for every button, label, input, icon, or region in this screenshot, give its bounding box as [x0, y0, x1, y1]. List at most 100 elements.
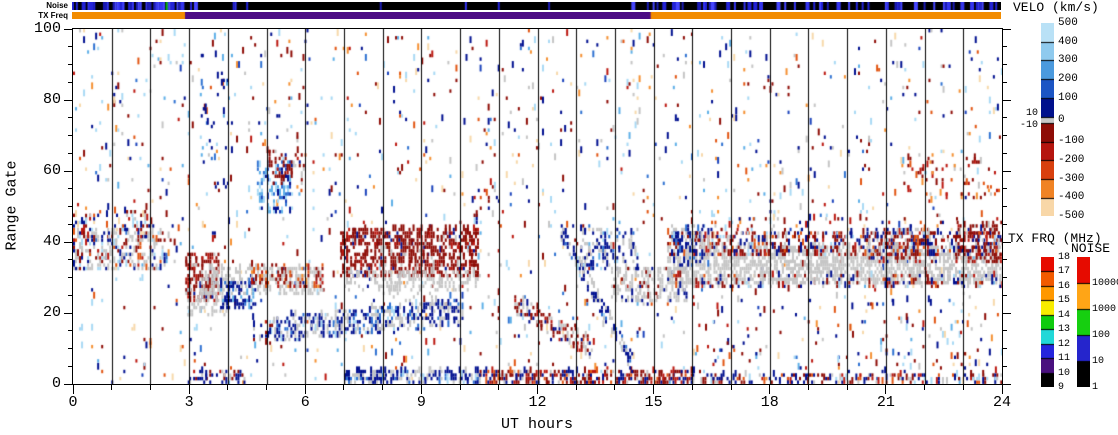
y-axis-tick — [68, 259, 72, 261]
x-tick-label: 0 — [68, 394, 78, 411]
x-axis-tick — [962, 385, 964, 390]
x-tick-label: 21 — [876, 394, 895, 411]
txfrq-colorbar-label: 16 — [1058, 280, 1071, 292]
txfreq-summary-strip — [72, 12, 1001, 19]
x-tick-label: 24 — [992, 394, 1011, 411]
y-axis-tick-right — [1003, 170, 1011, 172]
y-tick-label: 60 — [42, 162, 61, 179]
y-tick-label: 80 — [42, 91, 61, 108]
y-axis-tick-right — [1003, 188, 1007, 190]
y-axis-tick-right — [1003, 383, 1011, 385]
plot-frame — [72, 28, 1003, 385]
noise-colorbar-label: 10000 — [1092, 278, 1118, 289]
velo-colorbar — [1041, 23, 1054, 216]
velo-zero-upper-label: 10 — [1025, 108, 1038, 119]
y-axis-tick-right — [1003, 206, 1007, 207]
x-axis-tick — [343, 385, 345, 390]
txfrq-colorbar-label: 10 — [1058, 367, 1071, 379]
x-axis-tick — [188, 385, 190, 394]
x-axis-tick — [846, 385, 848, 390]
noise-colorbar-label: 1000 — [1092, 304, 1117, 315]
y-axis-tick-right — [1003, 117, 1007, 119]
txfrq-colorbar-label: 13 — [1058, 324, 1071, 336]
txfreq-strip-label: TX Freq — [38, 11, 68, 20]
y-axis-tick — [64, 99, 72, 101]
x-axis-tick — [730, 385, 732, 390]
x-tick-label: 6 — [300, 394, 310, 411]
y-axis-tick-right — [1003, 259, 1007, 261]
velo-colorbar-label: -200 — [1058, 153, 1085, 166]
y-axis-tick-right — [1003, 46, 1007, 48]
x-axis-tick — [1001, 385, 1003, 394]
x-axis-tick — [420, 385, 422, 394]
velo-colorbar-label: 500 — [1058, 17, 1078, 29]
txfrq-colorbar-label: 15 — [1058, 295, 1071, 307]
y-axis-tick-right — [1003, 312, 1011, 314]
x-axis-tick — [924, 385, 926, 390]
noise-colorbar-label: 100 — [1092, 330, 1111, 341]
x-axis-tick — [111, 385, 113, 390]
txfrq-colorbar-title: TX FRQ (MHz) — [1008, 231, 1102, 246]
x-tick-label: 3 — [184, 394, 194, 411]
txfrq-colorbar-label: 17 — [1058, 266, 1071, 278]
y-axis-tick — [68, 365, 72, 367]
y-axis-tick — [68, 294, 72, 296]
x-axis-tick — [382, 385, 384, 390]
noise-colorbar-label: 10 — [1092, 356, 1105, 367]
x-axis-title: UT hours — [500, 416, 573, 433]
x-axis-tick — [537, 385, 538, 394]
x-axis-tick — [266, 385, 268, 390]
txfrq-colorbar-label: 11 — [1058, 353, 1071, 365]
y-axis-tick — [68, 188, 72, 190]
velo-zero-lower-label: -10 — [1019, 120, 1038, 131]
y-axis-tick — [64, 312, 72, 314]
y-axis-tick — [64, 383, 72, 385]
x-axis-tick — [614, 385, 616, 390]
noise-colorbar — [1077, 257, 1090, 387]
txfrq-colorbar — [1041, 257, 1054, 387]
velo-colorbar-label: 400 — [1058, 35, 1078, 48]
velocity-heatmap-canvas — [73, 29, 1002, 384]
y-axis-tick — [68, 135, 72, 136]
x-axis-tick — [227, 385, 229, 390]
y-axis-tick-right — [1003, 365, 1007, 367]
y-axis-tick-right — [1003, 330, 1007, 332]
y-axis-tick — [68, 46, 72, 48]
txfrq-colorbar-label: 18 — [1058, 252, 1071, 263]
y-axis-tick — [68, 223, 72, 225]
y-axis-tick-right — [1003, 294, 1007, 296]
y-axis-tick — [68, 152, 72, 154]
y-axis-title: Range Gate — [3, 160, 21, 251]
x-axis-tick — [691, 385, 693, 390]
y-tick-label: 0 — [51, 375, 61, 392]
y-axis-tick-right — [1003, 81, 1007, 83]
x-axis-tick — [72, 385, 74, 394]
x-axis-tick — [885, 385, 887, 394]
velo-colorbar-label: 200 — [1058, 73, 1078, 86]
y-axis-tick — [68, 277, 72, 278]
noise-colorbar-title: NOISE — [1071, 241, 1111, 256]
y-axis-tick-right — [1003, 277, 1007, 278]
velo-colorbar-title: VELO (km/s) — [1013, 0, 1099, 15]
noise-colorbar-label: 1 — [1092, 382, 1099, 393]
y-axis-tick — [68, 81, 72, 83]
velo-colorbar-label: -100 — [1058, 135, 1085, 148]
txfrq-colorbar-label: 9 — [1058, 382, 1065, 393]
y-axis-tick — [68, 330, 72, 332]
x-axis-tick — [653, 385, 655, 394]
noise-summary-strip — [72, 2, 1001, 10]
y-tick-label: 40 — [42, 233, 61, 250]
x-tick-label: 15 — [644, 394, 663, 411]
y-tick-label: 100 — [33, 20, 61, 37]
y-axis-tick-right — [1003, 64, 1007, 65]
y-axis-tick — [68, 348, 72, 349]
y-axis-tick — [64, 28, 72, 30]
x-axis-tick — [498, 385, 500, 390]
x-axis-tick — [769, 385, 771, 394]
x-axis-tick — [575, 385, 577, 390]
y-axis-tick-right — [1003, 152, 1007, 154]
y-axis-tick — [68, 206, 72, 207]
y-axis-tick-right — [1003, 223, 1007, 225]
x-axis-tick — [304, 385, 306, 394]
